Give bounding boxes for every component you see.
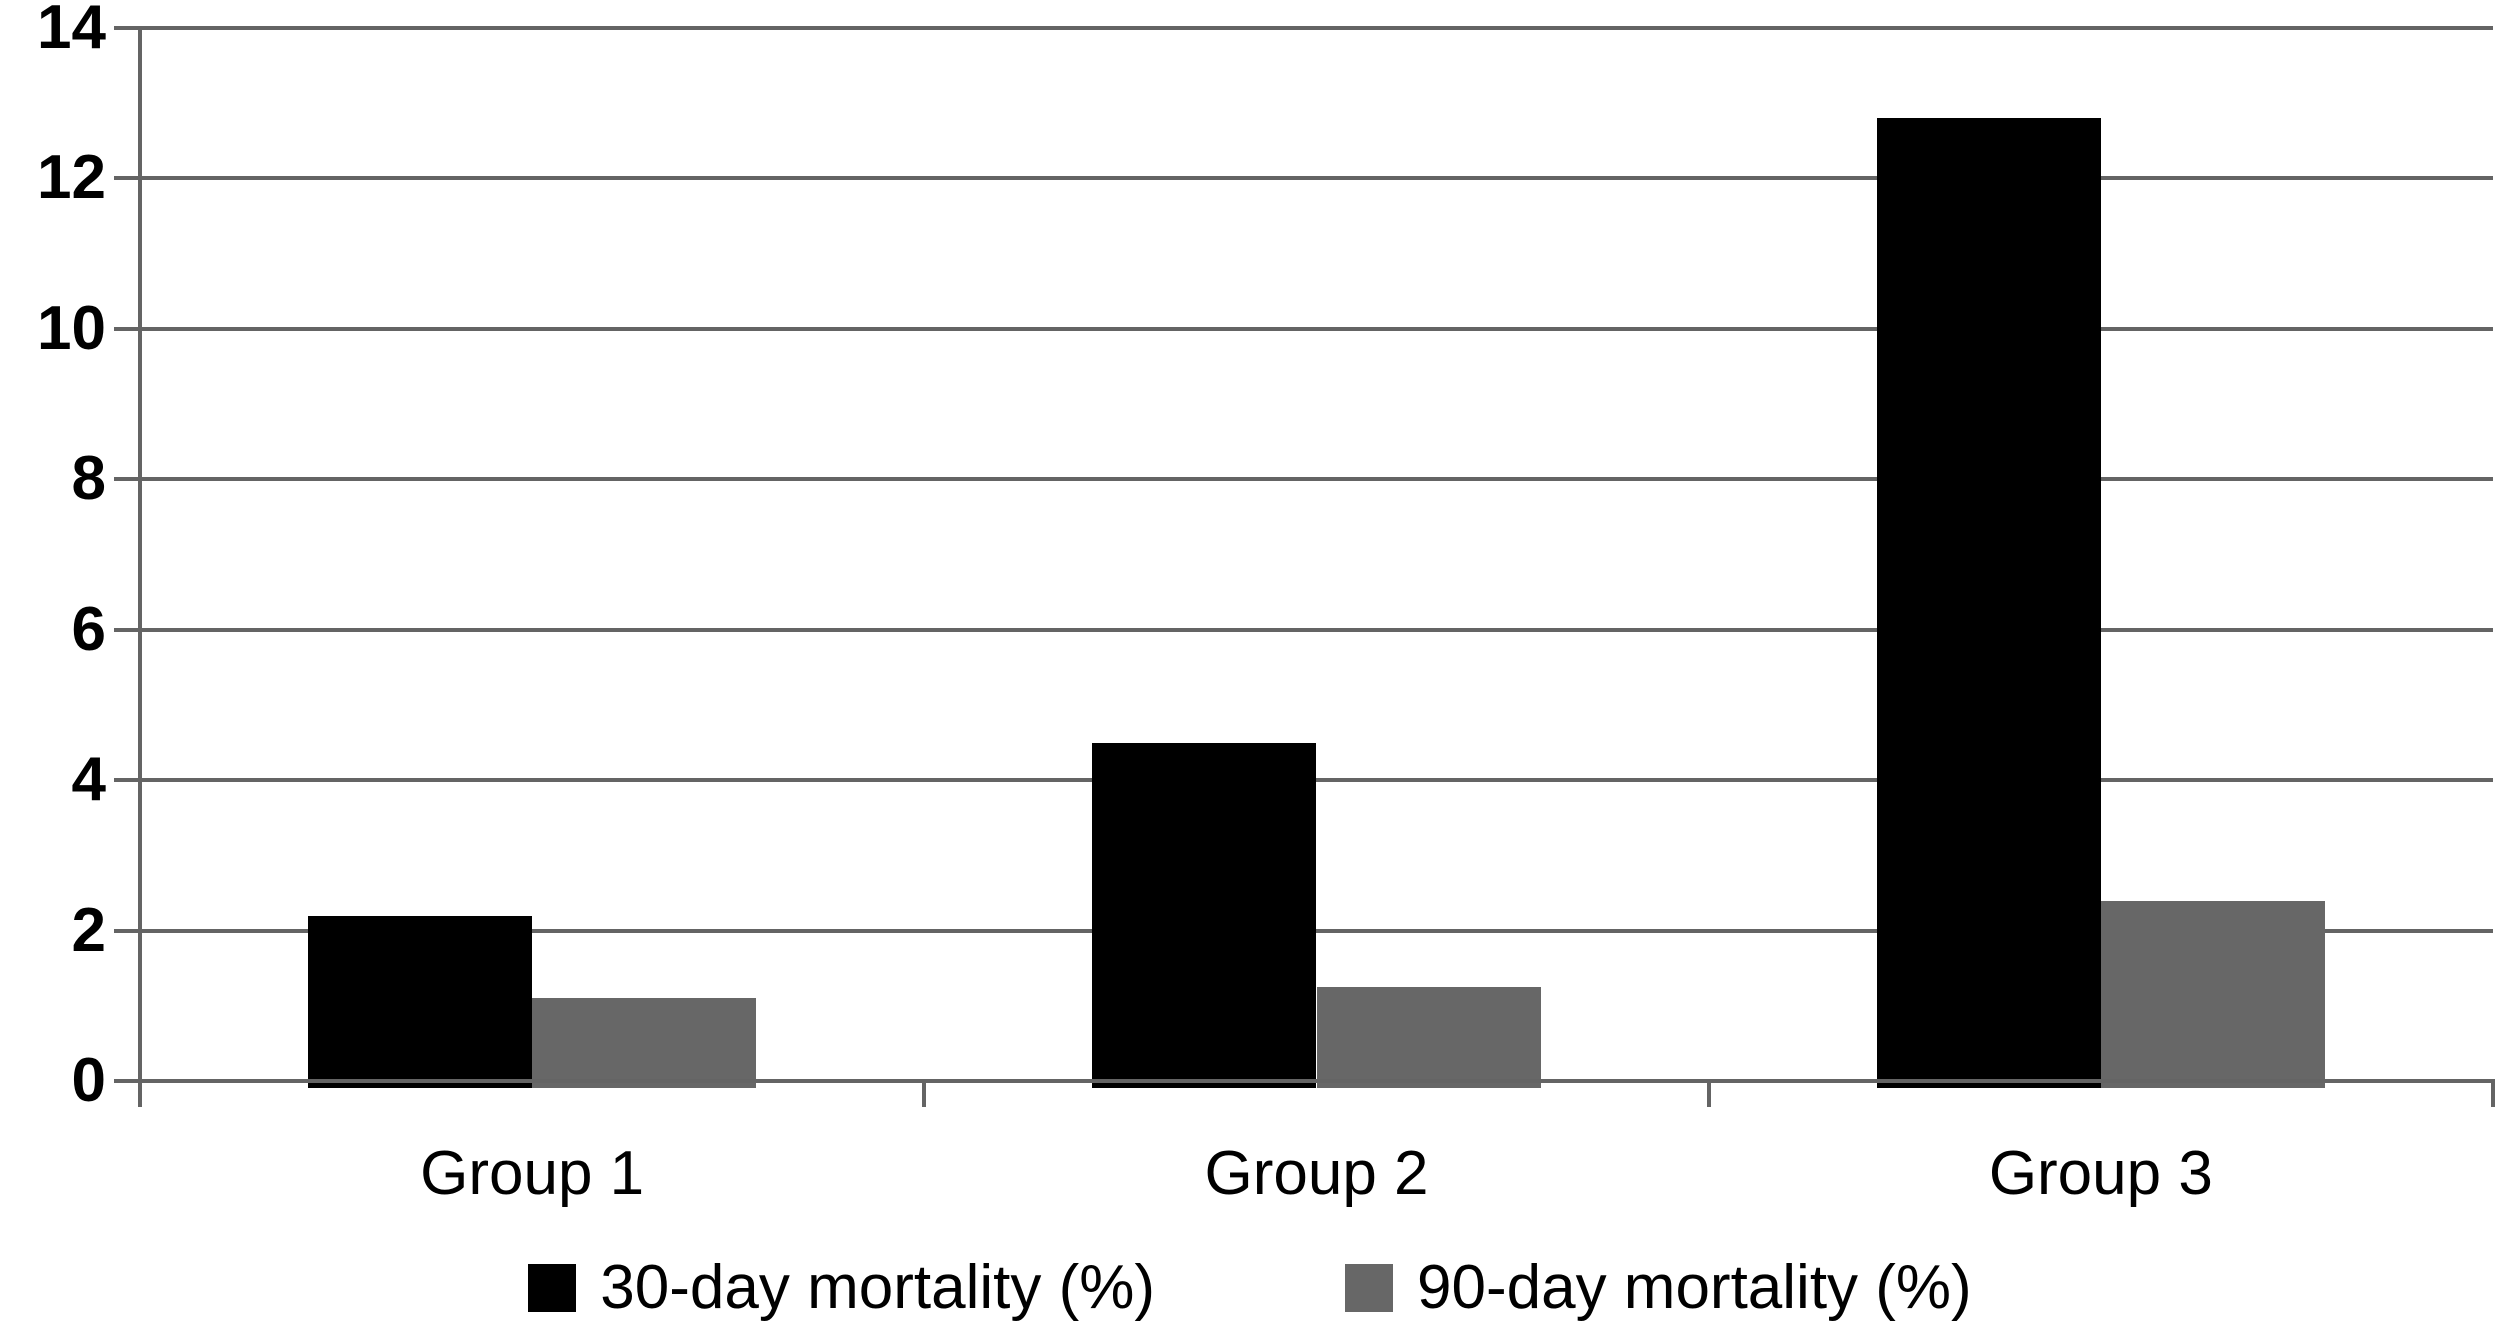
legend-label: 90-day mortality (%)	[1417, 1253, 1972, 1322]
legend-swatch-2	[1345, 1263, 1393, 1312]
bar-group-3-series-1	[1876, 118, 2101, 1088]
y-tick-label: 4	[71, 745, 106, 815]
x-axis-line	[136, 1079, 2495, 1083]
y-tick-12	[114, 176, 140, 181]
y-tick-14	[114, 26, 140, 30]
y-tick-10	[114, 326, 140, 331]
y-tick-label: 0	[71, 1046, 106, 1115]
legend-item-1: 30-day mortality (%)	[528, 1252, 1155, 1323]
bar-group-2-series-1	[1092, 742, 1317, 1088]
legend-item-2: 90-day mortality (%)	[1345, 1252, 1972, 1323]
x-tick-1	[922, 1081, 927, 1107]
bar-group-3-series-2	[2100, 900, 2325, 1088]
x-tick-3	[2491, 1081, 2495, 1107]
legend-label: 30-day mortality (%)	[600, 1253, 1155, 1322]
gridline-6	[140, 627, 2493, 632]
x-axis-label: Group 1	[420, 1139, 645, 1208]
y-tick-8	[114, 477, 140, 482]
y-tick-0	[114, 1079, 140, 1083]
y-tick-4	[114, 778, 140, 783]
x-axis-label: Group 3	[1988, 1139, 2213, 1208]
y-tick-label: 14	[37, 0, 106, 62]
gridline-4	[140, 778, 2493, 783]
y-tick-2	[114, 928, 140, 933]
y-tick-label: 8	[71, 444, 106, 514]
gridline-8	[140, 477, 2493, 482]
x-tick-2	[1706, 1081, 1711, 1107]
bar-group-1-series-2	[532, 998, 757, 1088]
gridline-2	[140, 928, 2493, 933]
y-tick-label: 6	[71, 594, 106, 664]
plot-area	[114, 26, 2495, 1107]
y-tick-6	[114, 627, 140, 632]
y-axis-line	[138, 28, 142, 1107]
bar-group-2-series-2	[1316, 986, 1541, 1088]
gridline-10	[140, 326, 2493, 331]
gridline-14	[140, 26, 2493, 30]
bar-group-1-series-1	[308, 915, 533, 1088]
gridline-12	[140, 176, 2493, 181]
legend-swatch-1	[528, 1263, 577, 1312]
y-tick-label: 10	[37, 293, 106, 363]
y-tick-label: 2	[71, 895, 106, 965]
legend: 30-day mortality (%) 90-day mortality (%)	[0, 1252, 2500, 1323]
x-axis-label: Group 2	[1204, 1139, 1429, 1208]
y-tick-label: 12	[37, 143, 106, 213]
